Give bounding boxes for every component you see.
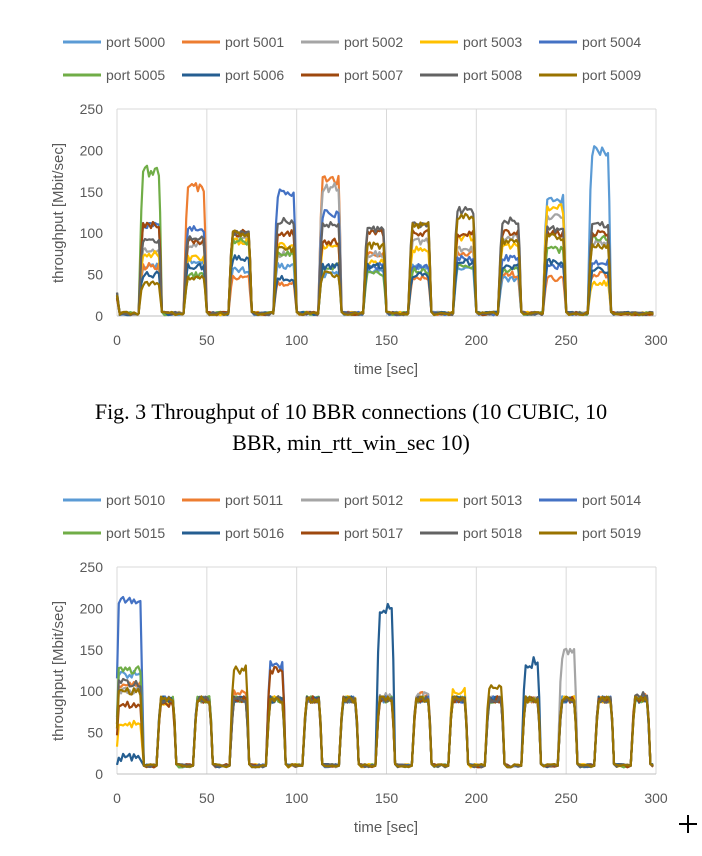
chart-1-axes: 0 50 100 150 200 250 0 50 100 150 200 250 300 [80, 101, 668, 348]
legend-entry: port 5005 [63, 67, 165, 83]
figure-caption-line-2: BBR, min_rtt_win_sec 10) [232, 430, 470, 455]
legend-label: port 5018 [463, 525, 522, 541]
legend-label: port 5011 [225, 492, 283, 508]
x-tick-label: 0 [113, 790, 121, 806]
chart-1-legend: port 5000 port 5001 port 5002 port 5003 port… [63, 34, 641, 83]
legend-entry: port 5015 [63, 525, 165, 541]
series-line-port-5010 [115, 669, 654, 769]
crosshair-cursor-icon [679, 815, 697, 833]
y-tick-label: 250 [80, 101, 104, 117]
legend-entry: port 5016 [182, 525, 284, 541]
legend-label: port 5001 [225, 34, 284, 50]
legend-entry: port 5002 [301, 34, 403, 50]
legend-entry: port 5001 [182, 34, 284, 50]
legend-label: port 5016 [225, 525, 284, 541]
y-tick-label: 0 [95, 308, 103, 324]
series-line-port-5006 [115, 254, 654, 317]
legend-entry: port 5000 [63, 34, 165, 50]
y-tick-label: 200 [80, 142, 104, 158]
x-tick-label: 300 [644, 790, 668, 806]
legend-label: port 5017 [344, 525, 403, 541]
legend-label: port 5005 [106, 67, 165, 83]
series-line-port-5014 [115, 595, 654, 769]
x-tick-label: 50 [199, 790, 215, 806]
chart-1-y-axis-title: throughput [Mbit/sec] [50, 143, 67, 283]
legend-label: port 5003 [463, 34, 522, 50]
figure-caption-line-1: Fig. 3 Throughput of 10 BBR connections … [95, 399, 607, 424]
legend-entry: port 5004 [539, 34, 641, 50]
legend-entry: port 5011 [182, 492, 283, 508]
chart-2-axes: 0 50 100 150 200 250 0 50 100 150 200 250 300 [80, 559, 668, 806]
legend-label: port 5013 [463, 492, 522, 508]
y-tick-label: 100 [80, 683, 104, 699]
chart-2-series [115, 595, 654, 769]
series-line-port-5008 [115, 205, 654, 317]
y-tick-label: 100 [80, 225, 104, 241]
series-line-port-5001 [115, 174, 654, 317]
x-tick-label: 50 [199, 332, 215, 348]
chart-2-legend: port 5010 port 5011 port 5012 port 5013 port… [63, 492, 641, 541]
legend-label: port 5012 [344, 492, 403, 508]
y-tick-label: 150 [80, 642, 104, 658]
y-tick-label: 0 [95, 766, 103, 782]
legend-entry: port 5010 [63, 492, 165, 508]
series-line-port-5015 [115, 665, 654, 769]
legend-entry: port 5013 [420, 492, 522, 508]
legend-label: port 5010 [106, 492, 165, 508]
x-tick-label: 300 [644, 332, 668, 348]
x-tick-label: 250 [554, 332, 578, 348]
legend-label: port 5009 [582, 67, 641, 83]
legend-label: port 5007 [344, 67, 403, 83]
legend-entry: port 5006 [182, 67, 284, 83]
y-tick-label: 150 [80, 184, 104, 200]
legend-label: port 5008 [463, 67, 522, 83]
legend-label: port 5000 [106, 34, 165, 50]
y-tick-label: 50 [87, 725, 103, 741]
legend-entry: port 5014 [539, 492, 641, 508]
chart-1: port 5000 port 5001 port 5002 port 5003 port… [50, 34, 668, 378]
y-tick-label: 200 [80, 600, 104, 616]
chart-2-x-axis-title: time [sec] [354, 819, 418, 836]
legend-entry: port 5017 [301, 525, 403, 541]
x-tick-label: 100 [285, 790, 309, 806]
legend-label: port 5015 [106, 525, 165, 541]
x-tick-label: 250 [554, 790, 578, 806]
legend-label: port 5019 [582, 525, 641, 541]
legend-entry: port 5012 [301, 492, 403, 508]
legend-entry: port 5009 [539, 67, 641, 83]
series-line-port-5009 [115, 212, 654, 317]
series-line-port-5017 [115, 665, 654, 769]
legend-label: port 5004 [582, 34, 641, 50]
x-tick-label: 150 [375, 790, 399, 806]
x-tick-label: 200 [465, 332, 489, 348]
legend-entry: port 5008 [420, 67, 522, 83]
y-tick-label: 50 [87, 267, 103, 283]
x-tick-label: 150 [375, 332, 399, 348]
y-tick-label: 250 [80, 559, 104, 575]
series-line-port-5018 [115, 677, 654, 769]
legend-entry: port 5018 [420, 525, 522, 541]
legend-label: port 5014 [582, 492, 641, 508]
series-line-port-5004 [115, 188, 654, 317]
x-tick-label: 0 [113, 332, 121, 348]
chart-2-grid [116, 566, 657, 775]
legend-entry: port 5019 [539, 525, 641, 541]
chart-1-x-axis-title: time [sec] [354, 361, 418, 378]
legend-entry: port 5007 [301, 67, 403, 83]
x-tick-label: 100 [285, 332, 309, 348]
chart-2: port 5010 port 5011 port 5012 port 5013 port… [50, 492, 668, 836]
legend-label: port 5006 [225, 67, 284, 83]
legend-label: port 5002 [344, 34, 403, 50]
legend-entry: port 5003 [420, 34, 522, 50]
x-tick-label: 200 [465, 790, 489, 806]
chart-2-y-axis-title: throughput [Mbit/sec] [50, 601, 67, 741]
chart-1-series [115, 145, 654, 317]
series-line-port-5019 [115, 664, 654, 769]
series-line-port-5016 [115, 602, 654, 769]
